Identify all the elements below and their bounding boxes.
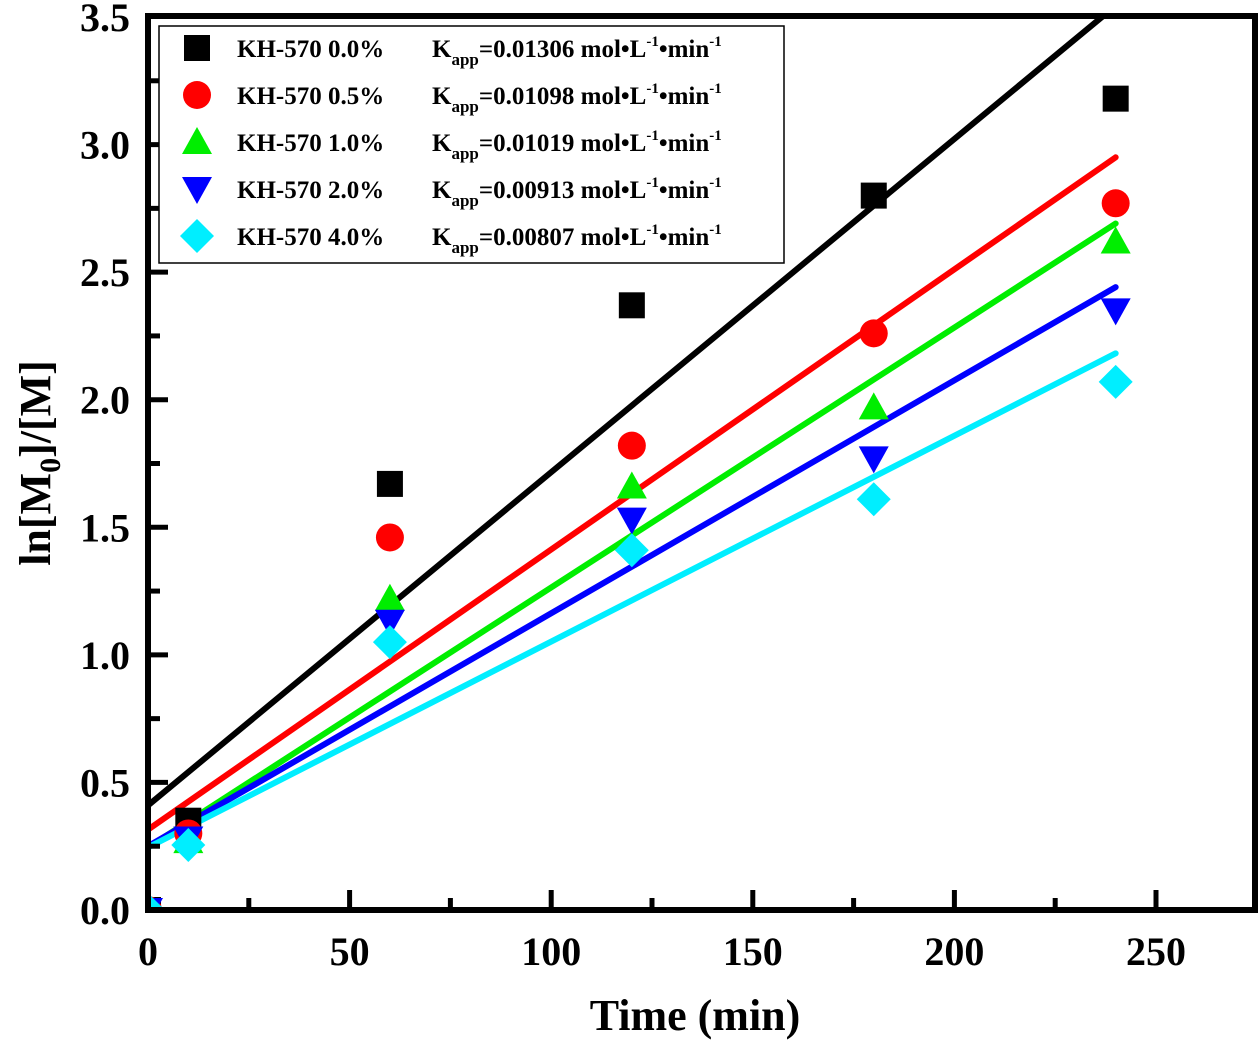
data-point-s2-5 xyxy=(1100,226,1131,254)
x-tick-label: 50 xyxy=(330,929,370,974)
y-tick-label: 1.5 xyxy=(80,505,130,550)
legend-marker-diamond xyxy=(180,219,214,253)
legend-marker-triangle-up xyxy=(182,127,212,154)
x-tick-label: 250 xyxy=(1126,929,1186,974)
y-axis-title: ln[M0]/[M] xyxy=(11,360,67,566)
legend-unit-sup: -1 xyxy=(709,128,722,144)
data-point-s4-5 xyxy=(1098,364,1133,399)
legend-kapp-value: =0.01098 mol•L xyxy=(479,83,646,110)
legend-marker-square xyxy=(184,35,210,61)
data-point-s4-1 xyxy=(171,827,206,862)
legend-box xyxy=(158,25,785,264)
y-tick-label: 2.5 xyxy=(80,250,130,295)
data-markers xyxy=(148,85,1133,910)
legend-kapp-symbol: K xyxy=(432,36,452,63)
legend-kapp-value: =0.00807 mol•L xyxy=(479,224,646,251)
data-point-s3-3 xyxy=(616,507,647,535)
data-point-s1-4 xyxy=(859,319,888,348)
data-point-s4-2 xyxy=(372,625,407,660)
legend-item-2: KH-570 1.0% Kapp=0.01019 mol•L-1•min-1 xyxy=(182,127,722,163)
data-point-s3-5 xyxy=(1100,298,1131,326)
y-tick-label: 1.0 xyxy=(80,633,130,678)
x-tick-label: 200 xyxy=(924,929,984,974)
legend-unit-sup: -1 xyxy=(646,34,659,50)
y-tick-label: 2.0 xyxy=(80,378,130,423)
legend-unit: •min xyxy=(659,83,710,110)
legend-kapp-value: =0.01019 mol•L xyxy=(479,130,646,157)
legend-unit-sup: -1 xyxy=(709,81,722,97)
y-axis-title-subscript: 0 xyxy=(34,458,67,473)
legend-kapp-subscript: app xyxy=(451,97,478,116)
legend-kapp-subscript: app xyxy=(451,191,478,210)
data-point-s2-3 xyxy=(616,471,647,499)
legend-unit-sup: -1 xyxy=(709,222,722,238)
legend: KH-570 0.0% Kapp=0.01306 mol•L-1•min-1KH-… xyxy=(158,25,785,264)
y-tick-label: 3.5 xyxy=(80,0,130,40)
axis-tick-labels: 0 50 100 150 200 250 0.0 0.5 1.0 1.5 2.0 2.5 3.0 3.5 xyxy=(80,0,1186,974)
legend-kapp-subscript: app xyxy=(451,144,478,163)
y-tick-label: 0.0 xyxy=(80,888,130,933)
y-tick-label: 3.0 xyxy=(80,123,130,168)
legend-unit-sup: -1 xyxy=(709,34,722,50)
data-point-s1-5 xyxy=(1101,189,1130,218)
legend-kapp-symbol: K xyxy=(432,83,452,110)
legend-label: KH-570 1.0% Kapp=0.01019 mol•L-1•min-1 xyxy=(237,128,722,163)
legend-item-0: KH-570 0.0% Kapp=0.01306 mol•L-1•min-1 xyxy=(184,34,722,69)
y-axis-title-prefix: ln[M xyxy=(11,473,60,566)
legend-unit-sup: -1 xyxy=(646,175,659,191)
legend-label: KH-570 4.0% Kapp=0.00807 mol•L-1•min-1 xyxy=(237,222,722,257)
legend-series-name: KH-570 0.0% xyxy=(237,36,384,63)
x-tick-label: 100 xyxy=(521,929,581,974)
fit-line-4 xyxy=(148,350,1119,851)
legend-unit: •min xyxy=(659,177,710,204)
legend-kapp-subscript: app xyxy=(451,50,478,69)
data-point-s1-2 xyxy=(375,523,404,552)
legend-unit-sup: -1 xyxy=(646,81,659,97)
legend-series-name: KH-570 4.0% xyxy=(237,224,384,251)
legend-series-name: KH-570 0.5% xyxy=(237,83,384,110)
data-point-s1-3 xyxy=(617,431,646,460)
data-point-s2-4 xyxy=(858,392,889,420)
legend-unit-sup: -1 xyxy=(646,222,659,238)
y-axis-title-suffix: ]/[M] xyxy=(11,360,60,458)
data-point-s0-3 xyxy=(618,292,645,319)
data-point-s0-5 xyxy=(1102,85,1129,112)
legend-unit-sup: -1 xyxy=(646,128,659,144)
x-axis-title: Time (min) xyxy=(590,991,801,1040)
legend-item-1: KH-570 0.5% Kapp=0.01098 mol•L-1•min-1 xyxy=(183,81,722,116)
legend-marker-circle xyxy=(183,81,211,109)
x-tick-label: 0 xyxy=(138,929,158,974)
legend-series-name: KH-570 1.0% xyxy=(237,130,384,157)
legend-kapp-value: =0.01306 mol•L xyxy=(479,36,646,63)
legend-unit: •min xyxy=(659,130,710,157)
legend-item-3: KH-570 2.0% Kapp=0.00913 mol•L-1•min-1 xyxy=(182,175,722,210)
fit-line-0 xyxy=(148,16,1108,809)
data-point-s4-3 xyxy=(614,533,649,568)
legend-kapp-value: =0.00913 mol•L xyxy=(479,177,646,204)
legend-unit: •min xyxy=(659,36,710,63)
legend-kapp-symbol: K xyxy=(432,130,452,157)
y-tick-label: 0.5 xyxy=(80,760,130,805)
legend-label: KH-570 0.5% Kapp=0.01098 mol•L-1•min-1 xyxy=(237,81,722,116)
legend-series-name: KH-570 2.0% xyxy=(237,177,384,204)
data-point-s2-2 xyxy=(374,583,405,611)
data-point-s0-2 xyxy=(376,470,403,497)
legend-kapp-symbol: K xyxy=(432,224,452,251)
data-point-s4-4 xyxy=(856,482,891,517)
legend-item-4: KH-570 4.0% Kapp=0.00807 mol•L-1•min-1 xyxy=(180,219,722,257)
legend-label: KH-570 0.0% Kapp=0.01306 mol•L-1•min-1 xyxy=(237,34,722,69)
legend-unit: •min xyxy=(659,224,710,251)
legend-marker-triangle-down xyxy=(182,177,212,204)
data-point-s3-2 xyxy=(374,609,405,637)
data-point-s4-0 xyxy=(148,893,165,910)
legend-label: KH-570 2.0% Kapp=0.00913 mol•L-1•min-1 xyxy=(237,175,722,210)
x-tick-label: 150 xyxy=(723,929,783,974)
axis-ticks xyxy=(148,78,1159,910)
legend-unit-sup: -1 xyxy=(709,175,722,191)
data-point-s3-4 xyxy=(858,446,889,474)
legend-kapp-subscript: app xyxy=(451,238,478,257)
legend-kapp-symbol: K xyxy=(432,177,452,204)
data-point-s0-4 xyxy=(860,182,887,209)
